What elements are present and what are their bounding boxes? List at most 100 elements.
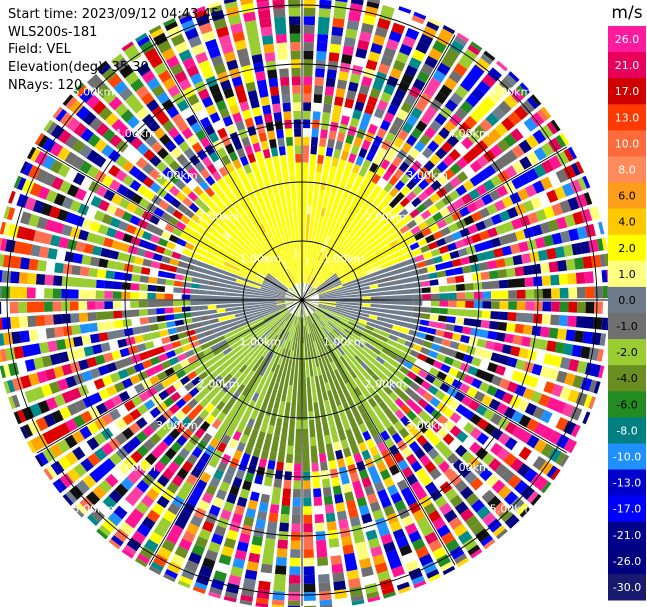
- range-gate: [262, 148, 271, 159]
- range-gate: [156, 285, 166, 292]
- range-gate: [290, 286, 297, 294]
- range-gate: [493, 247, 504, 258]
- range-gate: [200, 203, 211, 214]
- range-gate: [163, 17, 176, 27]
- range-gate: [1, 317, 11, 330]
- range-gate: [156, 315, 166, 322]
- range-gate: [426, 265, 437, 273]
- range-gate: [259, 302, 277, 307]
- range-gate: [52, 301, 62, 312]
- range-gate: [420, 244, 431, 253]
- range-gate: [397, 80, 410, 93]
- range-gate: [411, 15, 425, 25]
- range-gate: [379, 294, 414, 300]
- range-gate: [130, 136, 143, 150]
- range-gate: [424, 126, 437, 139]
- range-gate: [494, 199, 506, 212]
- range-gate: [402, 35, 416, 48]
- range-gate: [145, 222, 156, 233]
- range-gate: [173, 280, 183, 287]
- range-gate: [24, 196, 37, 211]
- range-gate: [308, 288, 316, 295]
- range-gate: [98, 63, 112, 76]
- range-gate: [306, 249, 313, 275]
- range-gate: [331, 157, 339, 167]
- range-gate: [292, 85, 301, 94]
- range-gate: [411, 160, 422, 172]
- range-gate: [73, 122, 88, 137]
- range-gate: [22, 343, 41, 358]
- range-gate: [36, 216, 48, 230]
- range-gate: [571, 242, 582, 256]
- range-gate: [252, 106, 262, 117]
- range-gate: [535, 209, 547, 222]
- colorbar-tick-label: -17.0: [613, 503, 641, 516]
- range-gate: [410, 225, 421, 235]
- range-gate: [406, 179, 417, 190]
- range-gate: [307, 216, 324, 275]
- range-gate: [10, 271, 20, 284]
- range-gate: [523, 117, 538, 132]
- range-gate: [310, 154, 317, 164]
- range-gate: [294, 128, 301, 137]
- range-gate: [403, 154, 415, 166]
- range-gate: [338, 123, 348, 134]
- start-time: Start time: 2023/09/12 04:43:45: [8, 7, 220, 22]
- range-gate: [170, 147, 182, 159]
- range-gate: [140, 267, 151, 275]
- range-gate: [119, 87, 133, 101]
- range-gate: [161, 211, 172, 222]
- range-gate: [289, 240, 300, 284]
- range-gate: [131, 318, 141, 326]
- range-gate: [163, 192, 175, 204]
- range-gate: [89, 117, 103, 131]
- range-gate: [256, 0, 269, 3]
- range-gate: [211, 55, 224, 67]
- range-gate: [377, 274, 430, 288]
- range-gate: [351, 64, 363, 76]
- range-gate: [414, 254, 425, 263]
- range-gate: [170, 63, 184, 76]
- range-gate: [87, 133, 101, 148]
- range-gate: [208, 131, 219, 143]
- range-gate: [406, 114, 418, 127]
- range-gate: [89, 256, 100, 267]
- range-gate: [303, 239, 308, 283]
- range-gate: [275, 277, 283, 284]
- range-gate: [385, 229, 403, 244]
- range-gate: [113, 80, 128, 95]
- range-gate: [329, 121, 339, 132]
- range-gate: [318, 146, 326, 156]
- range-gate: [559, 287, 569, 299]
- range-gate: [33, 230, 53, 245]
- range-gate: [294, 284, 299, 293]
- range-gate: [284, 119, 292, 129]
- range-gate: [191, 142, 203, 154]
- range-gate: [174, 319, 185, 326]
- range-gate: [464, 115, 478, 129]
- range-gate: [511, 144, 525, 159]
- range-gate: [238, 56, 251, 67]
- range-gate: [451, 231, 463, 241]
- range-gate: [168, 234, 179, 244]
- range-gate: [289, 287, 296, 295]
- range-gate: [130, 301, 139, 308]
- range-gate: [34, 133, 45, 146]
- range-gate: [317, 251, 323, 261]
- range-gate: [377, 63, 390, 75]
- range-gate: [460, 256, 470, 266]
- range-gate: [380, 91, 392, 104]
- range-gate: [149, 181, 161, 193]
- range-gate: [59, 112, 74, 127]
- range-gate: [388, 30, 403, 43]
- range-gate: [453, 267, 464, 275]
- range-gate: [233, 261, 243, 269]
- range-gate: [207, 290, 217, 295]
- range-gate: [412, 185, 423, 196]
- range-gate: [302, 282, 304, 292]
- range-gate: [382, 214, 413, 239]
- range-gate: [95, 301, 105, 310]
- range-gate: [347, 189, 388, 240]
- range-gate: [415, 120, 428, 133]
- range-gate: [122, 272, 132, 281]
